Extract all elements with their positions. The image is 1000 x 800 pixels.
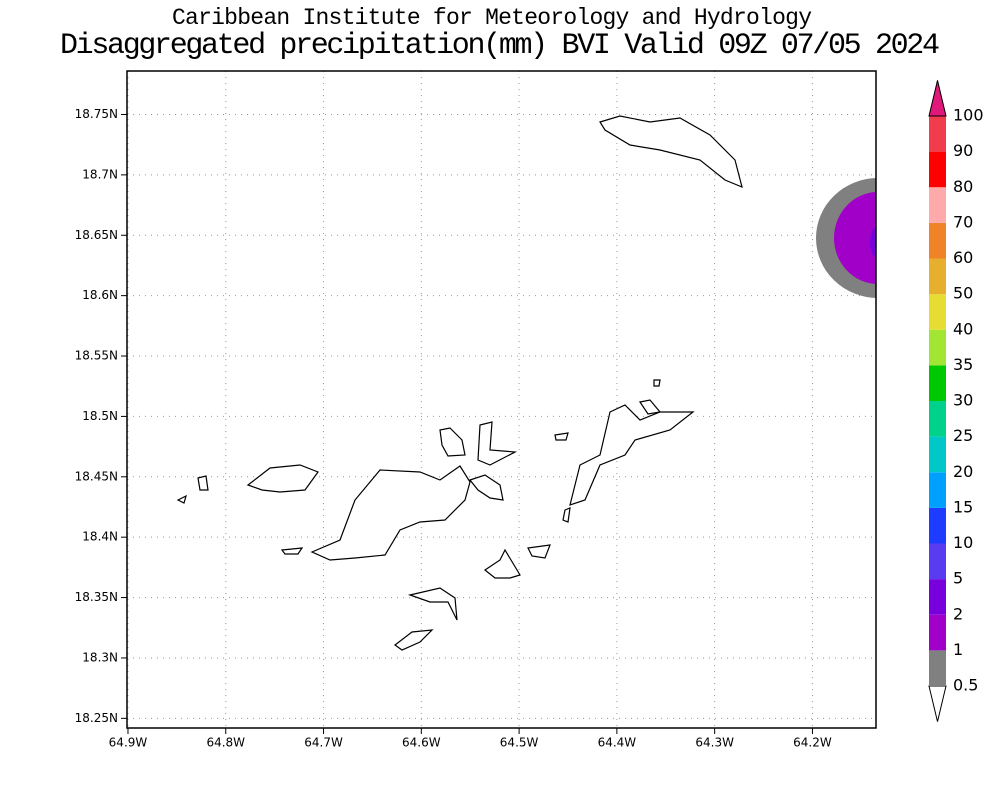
colorbar-label: 40	[953, 319, 973, 338]
colorbar-segment	[929, 222, 946, 259]
colorbar-segment	[929, 650, 946, 686]
colorbar-segment	[929, 614, 946, 651]
colorbar-segment	[929, 579, 946, 615]
colorbar-segment	[929, 329, 946, 366]
x-tick-label: 64.7W	[304, 736, 343, 750]
colorbar-segment	[929, 294, 946, 330]
island	[527, 544, 551, 559]
y-tick-label: 18.25N	[75, 711, 118, 725]
x-tick-label: 64.6W	[402, 736, 441, 750]
subtitle: Disaggregated precipitation(mm) BVI Vali…	[60, 29, 940, 63]
colorbar-label: 50	[953, 284, 973, 303]
island	[439, 427, 466, 457]
colorbar-label: 20	[953, 462, 973, 481]
colorbar-label: 25	[953, 426, 973, 445]
y-tick-label: 18.35N	[75, 590, 118, 604]
islands	[176, 115, 743, 651]
island	[407, 587, 458, 621]
island	[393, 629, 434, 651]
precipitation	[816, 178, 876, 298]
grid	[127, 71, 876, 728]
colorbar-label: 90	[953, 141, 973, 160]
colorbar-end	[928, 80, 947, 117]
x-tick-label: 64.8W	[206, 736, 245, 750]
colorbar-label: 1	[953, 640, 963, 659]
colorbar-segment	[929, 151, 946, 188]
colorbar-label: 30	[953, 391, 973, 410]
colorbar-label: 15	[953, 497, 973, 516]
x-tick-label: 64.2W	[793, 736, 832, 750]
island	[554, 432, 569, 441]
colorbar-label: 80	[953, 177, 973, 196]
island	[639, 399, 662, 415]
colorbar-label: 10	[953, 533, 973, 552]
colorbar-segment	[929, 472, 946, 508]
colorbar-segment	[929, 543, 946, 580]
colorbar-segment	[929, 436, 946, 473]
colorbar-end	[928, 685, 947, 722]
colorbar-label: 60	[953, 248, 973, 267]
colorbar-segment	[929, 507, 946, 544]
map-frame	[126, 70, 877, 729]
y-tick-label: 18.65N	[75, 228, 118, 242]
island	[483, 548, 521, 579]
island	[176, 494, 187, 504]
x-tick-label: 64.5W	[500, 736, 539, 750]
x-tick-label: 64.4W	[598, 736, 637, 750]
island	[569, 404, 695, 506]
y-tick-label: 18.55N	[75, 349, 118, 363]
y-tick-label: 18.6N	[82, 288, 118, 302]
y-tick-label: 18.7N	[82, 167, 118, 181]
colorbar-segment	[929, 365, 946, 401]
precip-area	[834, 192, 876, 284]
y-tick-label: 18.3N	[82, 650, 118, 664]
colorbar-segment	[929, 187, 946, 223]
colorbar-label: 2	[953, 604, 963, 623]
colorbar-label: 100	[953, 106, 984, 125]
island	[246, 464, 319, 493]
colorbar-segment	[929, 258, 946, 295]
y-tick-label: 18.75N	[75, 107, 118, 121]
colorbar-label: 35	[953, 355, 973, 374]
y-tick-label: 18.45N	[75, 469, 118, 483]
island	[599, 115, 743, 189]
island	[280, 547, 304, 555]
island	[310, 465, 471, 561]
island	[468, 474, 504, 501]
colorbar-label: 5	[953, 569, 963, 588]
colorbar-segment	[929, 116, 946, 152]
precip-area	[870, 226, 876, 258]
y-tick-label: 18.5N	[82, 409, 118, 423]
island	[562, 507, 571, 523]
title: Caribbean Institute for Meteorology and …	[172, 5, 812, 31]
island	[653, 379, 661, 387]
island	[197, 475, 209, 491]
y-tick-label: 18.4N	[82, 530, 118, 544]
colorbar-label: 70	[953, 212, 973, 231]
colorbar-segment	[929, 401, 946, 437]
x-tick-label: 64.9W	[109, 736, 148, 750]
x-tick-label: 64.3W	[695, 736, 734, 750]
colorbar-label: 0.5	[953, 676, 978, 695]
island	[477, 421, 518, 466]
